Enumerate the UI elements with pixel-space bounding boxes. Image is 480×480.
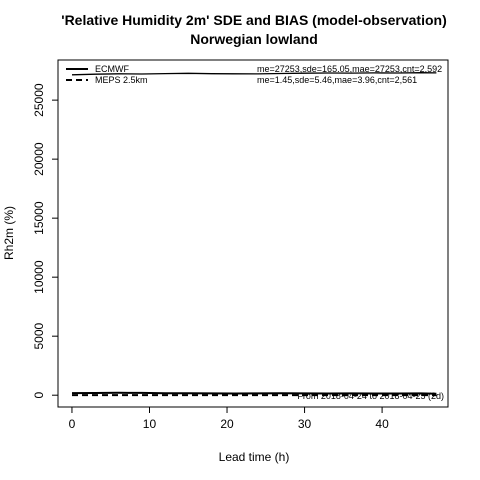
y-tick-label: 15000 [32,201,46,235]
y-tick-label: 5000 [32,323,46,350]
legend: ECMWF me=27253,sde=165.05,mae=27253,cnt=… [66,64,442,85]
x-tick-label: 0 [69,417,76,431]
series-line-ecmwf-sde [71,391,437,395]
x-tick-label: 20 [220,417,234,431]
series-line-ecmwf-bias [71,72,437,76]
y-axis: 0 5000 10000 15000 20000 25000 [32,83,58,399]
x-axis: 0 10 20 30 40 [69,407,389,431]
date-range-note: From 2018-04-24 to 2018-04-25 (2d) [297,391,444,401]
legend-label-meps: MEPS 2.5km [95,75,148,85]
y-tick-label: 20000 [32,142,46,176]
y-tick-label: 25000 [32,83,46,117]
series-layer [71,72,437,397]
y-tick-label: 10000 [32,260,46,294]
x-tick-label: 10 [143,417,157,431]
legend-stats-ecmwf: me=27253,sde=165.05,mae=27253,cnt=2,592 [257,64,442,74]
y-axis-label: Rh2m (%) [2,206,16,260]
legend-label-ecmwf: ECMWF [95,64,129,74]
x-tick-label: 30 [298,417,312,431]
x-axis-label: Lead time (h) [219,450,290,464]
legend-stats-meps: me=1.45,sde=5.46,mae=3.96,cnt=2,561 [257,75,417,85]
y-tick-label: 0 [32,392,46,399]
plot-frame [57,59,449,408]
chart-title: 'Relative Humidity 2m' SDE and BIAS (mod… [61,12,447,28]
chart-subtitle: Norwegian lowland [190,31,318,47]
x-tick-label: 40 [375,417,389,431]
